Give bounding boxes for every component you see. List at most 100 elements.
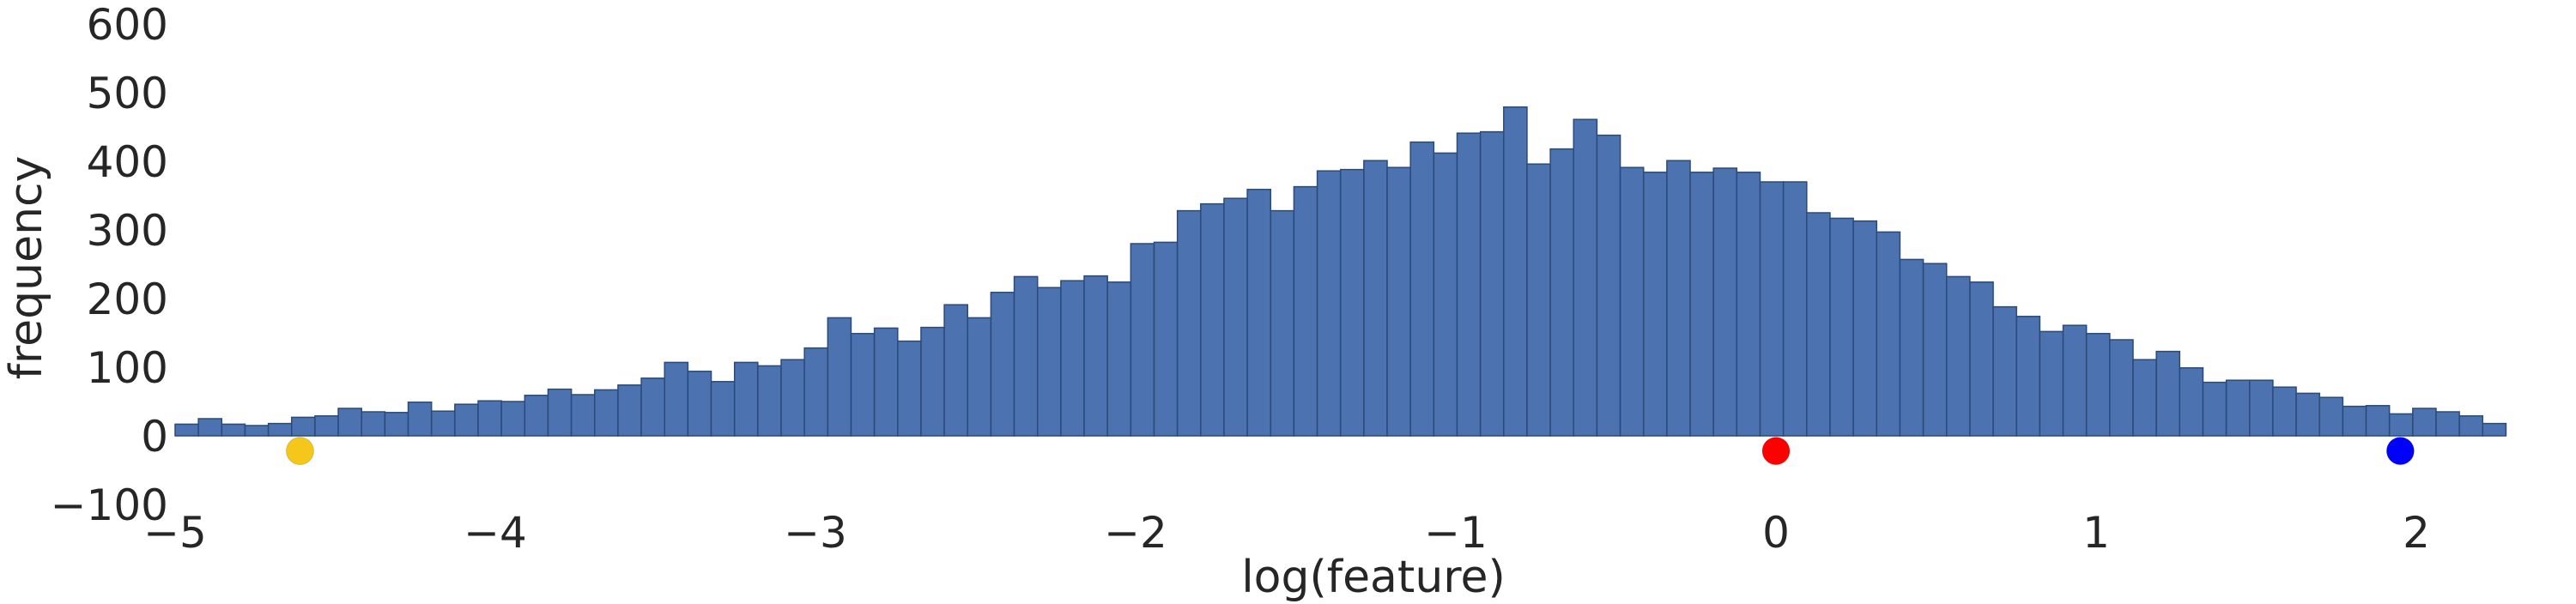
histogram-bar bbox=[640, 378, 665, 437]
histogram-bar bbox=[780, 359, 805, 437]
histogram-bar bbox=[967, 317, 992, 437]
histogram-bar bbox=[2295, 392, 2320, 437]
histogram-bar bbox=[1176, 209, 1202, 437]
histogram-bar bbox=[1386, 166, 1411, 437]
marker-point bbox=[1761, 437, 1791, 466]
histogram-bar bbox=[1363, 160, 1388, 437]
histogram-bar bbox=[2458, 415, 2484, 437]
histogram-bar bbox=[454, 403, 479, 437]
histogram-bar bbox=[1829, 217, 1854, 437]
histogram-bar bbox=[803, 347, 829, 437]
histogram-bar bbox=[2132, 359, 2157, 437]
histogram-bar bbox=[1876, 231, 1901, 437]
histogram-bar bbox=[873, 327, 899, 437]
histogram-bar bbox=[1503, 106, 1528, 437]
histogram-bar bbox=[687, 371, 712, 437]
histogram-bar bbox=[2155, 350, 2181, 437]
histogram-bar bbox=[1969, 281, 1994, 437]
histogram-bar bbox=[1945, 275, 1971, 437]
histogram-bar bbox=[2388, 413, 2414, 437]
histogram-bar bbox=[2085, 333, 2111, 437]
y-tick-label: 300 bbox=[87, 206, 168, 256]
histogram-bar bbox=[221, 423, 246, 437]
histogram-bar bbox=[1433, 152, 1458, 437]
histogram-bar bbox=[1899, 258, 1924, 437]
y-tick-labels: 600 500 400 300 200 100 0 −100 bbox=[51, 0, 168, 530]
histogram-bar bbox=[1479, 130, 1505, 437]
x-tick-label: 0 bbox=[1762, 508, 1790, 558]
x-tick-label: −5 bbox=[143, 508, 207, 558]
histogram-bar bbox=[2365, 405, 2391, 437]
histogram-bar bbox=[897, 340, 922, 437]
histogram-bar bbox=[2062, 324, 2088, 437]
histogram-bar bbox=[2039, 330, 2064, 437]
x-tick-labels: −5 −4 −3 −2 −1 0 1 2 bbox=[143, 508, 2430, 558]
histogram-bar bbox=[337, 408, 362, 437]
histogram-bar bbox=[1549, 148, 1575, 437]
histogram-bar bbox=[1573, 118, 1598, 437]
marker-point bbox=[285, 437, 314, 466]
histogram-bar bbox=[943, 304, 968, 437]
histogram-bar bbox=[267, 422, 293, 437]
histogram-bar bbox=[244, 425, 270, 437]
x-tick-label: −3 bbox=[784, 508, 847, 558]
marker-point bbox=[2385, 437, 2415, 466]
histogram-bar bbox=[384, 412, 409, 437]
histogram-bar bbox=[2202, 381, 2227, 437]
histogram-bar bbox=[1106, 281, 1132, 437]
histogram-bar bbox=[197, 418, 223, 437]
y-tick-label: 200 bbox=[87, 275, 168, 324]
histogram-bar bbox=[1852, 220, 1878, 437]
bars-group bbox=[174, 106, 2507, 437]
y-axis-label: frequency bbox=[1, 156, 52, 380]
histogram-bar bbox=[2272, 386, 2297, 437]
histogram-bar bbox=[1409, 141, 1435, 437]
x-axis-label: log(feature) bbox=[1241, 552, 1506, 603]
markers-group bbox=[285, 437, 2415, 466]
histogram-bar bbox=[1712, 167, 1738, 437]
histogram-bar bbox=[2225, 379, 2251, 437]
y-tick-label: 400 bbox=[87, 137, 168, 187]
histogram-bar bbox=[2109, 339, 2134, 437]
histogram-bar bbox=[664, 361, 689, 437]
histogram-bar bbox=[547, 388, 573, 437]
histogram-bar bbox=[1596, 134, 1621, 437]
histogram-bar bbox=[733, 361, 759, 437]
histogram-bar bbox=[827, 317, 852, 437]
histogram-bar bbox=[710, 381, 736, 437]
y-tick-label: 500 bbox=[87, 69, 168, 118]
histogram-bar bbox=[1782, 181, 1808, 437]
histogram-bar bbox=[407, 402, 433, 437]
x-tick-label: −4 bbox=[464, 508, 527, 558]
histogram-bar bbox=[430, 410, 456, 437]
histogram-bar bbox=[1992, 305, 2017, 437]
histogram-bar bbox=[1270, 209, 1295, 437]
histogram-bar bbox=[757, 365, 782, 437]
histogram-bar bbox=[1316, 170, 1342, 437]
histogram-bar bbox=[1689, 172, 1714, 437]
histogram-bar bbox=[1293, 185, 1318, 437]
histogram-bar bbox=[2482, 422, 2507, 437]
histogram-bar bbox=[1806, 212, 1831, 437]
histogram-bar bbox=[2179, 367, 2204, 437]
histogram-bar bbox=[524, 395, 549, 437]
histogram-bar bbox=[1736, 172, 1761, 437]
histogram-bar bbox=[1223, 197, 1248, 437]
histogram-bar bbox=[1619, 166, 1645, 437]
histogram-bar bbox=[2412, 408, 2437, 437]
histogram-bar bbox=[1922, 263, 1948, 437]
histogram-bar bbox=[1246, 189, 1272, 437]
histogram-bar bbox=[500, 401, 526, 437]
histogram-bar bbox=[570, 394, 596, 437]
histogram-bar bbox=[477, 400, 502, 437]
histogram-bar bbox=[2015, 316, 2041, 437]
histogram-bar bbox=[1642, 172, 1668, 437]
histogram-bar bbox=[1083, 275, 1108, 437]
histogram-bar bbox=[2248, 379, 2274, 437]
y-tick-label: 0 bbox=[141, 412, 168, 462]
histogram-bar bbox=[174, 423, 199, 437]
histogram-bar bbox=[314, 415, 339, 437]
histogram-bar bbox=[1060, 280, 1085, 437]
x-tick-label: −2 bbox=[1104, 508, 1167, 558]
